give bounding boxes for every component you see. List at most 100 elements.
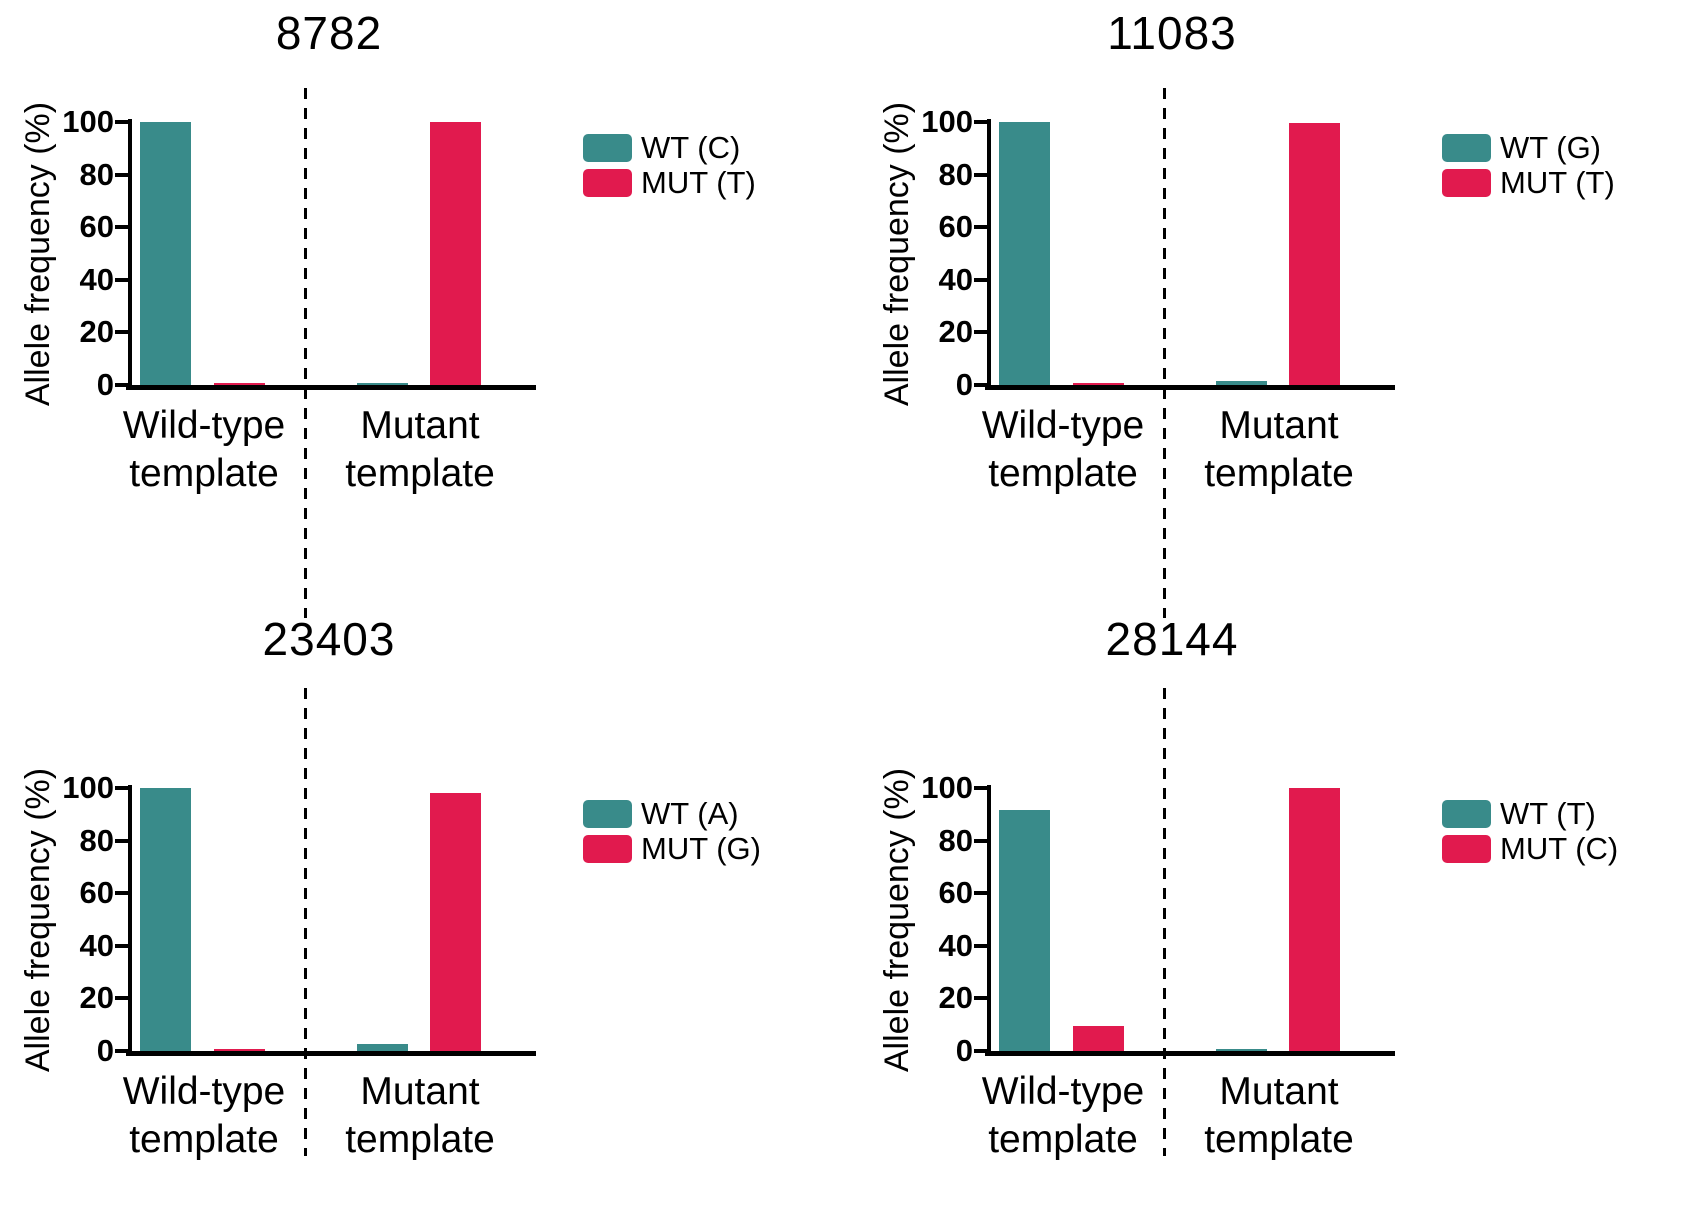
bar-mut-wildtype-template bbox=[214, 383, 265, 385]
legend-label: MUT (T) bbox=[641, 164, 756, 200]
x-category-label-line: Mutant bbox=[360, 404, 480, 447]
bar-wt-mutant-template bbox=[1216, 1049, 1267, 1051]
bar-wt-wildtype-template bbox=[999, 810, 1050, 1051]
y-tick-mark bbox=[115, 996, 128, 1001]
mut-legend-swatch bbox=[1442, 834, 1491, 863]
y-tick-mark bbox=[115, 120, 128, 124]
y-tick-label: 60 bbox=[938, 875, 973, 911]
y-tick-label: 0 bbox=[96, 1033, 114, 1068]
x-category-label: Wild-type template bbox=[54, 402, 354, 498]
x-category-label-line: Mutant bbox=[360, 1070, 480, 1113]
chart-title: 11083 bbox=[1107, 7, 1237, 59]
bar-wt-mutant-template bbox=[357, 1043, 408, 1051]
x-category-label: Wild-type template bbox=[913, 402, 1213, 498]
allele-frequency-chart-panel: 28144 Allele frequency (%) 0 20 40 60 80 100 … bbox=[843, 600, 1686, 1207]
allele-frequency-chart-panel: 11083 Allele frequency (%) 0 20 40 60 80 100 … bbox=[843, 0, 1686, 618]
group-separator-dashed-line bbox=[304, 688, 307, 1156]
group-separator-dashed-line bbox=[1163, 688, 1166, 1156]
wt-legend-swatch bbox=[583, 799, 632, 828]
legend-label: MUT (G) bbox=[641, 830, 761, 866]
x-category-label-line: template bbox=[129, 1118, 279, 1161]
x-category-label: Wild-type template bbox=[54, 1068, 354, 1164]
x-category-label: Mutant template bbox=[270, 1068, 570, 1164]
y-tick-label: 100 bbox=[62, 770, 114, 805]
chart-title: 28144 bbox=[1105, 613, 1239, 665]
legend: WT (T) MUT (C) bbox=[1442, 796, 1618, 866]
legend-entry: MUT (G) bbox=[583, 831, 761, 866]
y-tick-mark bbox=[115, 172, 128, 177]
legend-entry: WT (G) bbox=[1442, 130, 1615, 165]
y-tick-mark bbox=[115, 383, 128, 387]
y-tick-mark bbox=[974, 225, 987, 230]
y-tick-mark bbox=[974, 996, 987, 1001]
x-category-label: Mutant template bbox=[1129, 402, 1429, 498]
y-tick-mark bbox=[974, 943, 987, 948]
x-category-label-line: template bbox=[345, 452, 495, 495]
allele-frequency-chart-panel: 8782 Allele frequency (%) 0 20 40 60 80 100 W… bbox=[0, 0, 843, 618]
y-tick-mark bbox=[974, 786, 987, 790]
mut-legend-swatch bbox=[583, 168, 632, 197]
legend-label: MUT (C) bbox=[1500, 830, 1619, 866]
wt-legend-swatch bbox=[1442, 799, 1491, 828]
x-category-label-line: Wild-type bbox=[122, 404, 286, 447]
y-tick-mark bbox=[115, 786, 128, 790]
bar-mut-mutant-template bbox=[1289, 123, 1340, 385]
y-tick-mark bbox=[115, 891, 128, 896]
y-tick-label: 0 bbox=[955, 1033, 973, 1068]
y-tick-label: 80 bbox=[79, 822, 114, 858]
y-tick-label: 60 bbox=[79, 875, 114, 911]
x-category-label: Mutant template bbox=[1129, 1068, 1429, 1164]
x-category-label-line: template bbox=[988, 452, 1138, 495]
bar-mut-wildtype-template bbox=[214, 1049, 265, 1051]
y-tick-label: 100 bbox=[62, 104, 114, 139]
y-tick-mark bbox=[974, 172, 987, 177]
y-tick-label: 80 bbox=[79, 156, 114, 192]
y-tick-label: 0 bbox=[96, 367, 114, 402]
x-axis-line bbox=[126, 385, 536, 390]
bar-wt-wildtype-template bbox=[140, 122, 191, 385]
bar-wt-mutant-template bbox=[1216, 381, 1267, 385]
x-category-label: Wild-type template bbox=[913, 1068, 1213, 1164]
y-tick-label: 40 bbox=[79, 261, 114, 297]
legend-label: WT (A) bbox=[641, 795, 739, 831]
x-category-label-line: Mutant bbox=[1219, 1070, 1339, 1113]
x-axis-line bbox=[126, 1051, 536, 1056]
y-tick-mark bbox=[115, 225, 128, 230]
y-tick-mark bbox=[974, 277, 987, 282]
x-axis-line bbox=[985, 1051, 1395, 1056]
bar-wt-wildtype-template bbox=[140, 788, 191, 1051]
chart-title: 23403 bbox=[262, 613, 396, 665]
x-category-label: Mutant template bbox=[270, 402, 570, 498]
y-tick-mark bbox=[974, 383, 987, 387]
bar-mut-wildtype-template bbox=[1073, 383, 1124, 385]
mut-legend-swatch bbox=[583, 834, 632, 863]
legend-label: WT (G) bbox=[1500, 129, 1602, 165]
group-separator-dashed-line bbox=[304, 88, 307, 618]
y-tick-mark bbox=[115, 330, 128, 335]
y-tick-label: 100 bbox=[921, 770, 973, 805]
legend: WT (A) MUT (G) bbox=[583, 796, 761, 866]
y-tick-mark bbox=[974, 838, 987, 843]
legend-entry: WT (A) bbox=[583, 796, 761, 831]
legend-label: MUT (T) bbox=[1500, 164, 1615, 200]
y-tick-label: 80 bbox=[938, 156, 973, 192]
y-tick-label: 100 bbox=[921, 104, 973, 139]
plot-area: Allele frequency (%) 0 20 40 60 80 100 Wild-t… bbox=[859, 688, 1686, 1161]
legend-entry: WT (C) bbox=[583, 130, 756, 165]
bar-wt-mutant-template bbox=[357, 383, 408, 385]
x-category-label-line: Wild-type bbox=[981, 1070, 1145, 1113]
allele-frequency-chart-panel: 23403 Allele frequency (%) 0 20 40 60 80 100 … bbox=[0, 600, 843, 1207]
bar-mut-mutant-template bbox=[430, 122, 481, 385]
y-tick-mark bbox=[115, 838, 128, 843]
legend-entry: WT (T) bbox=[1442, 796, 1618, 831]
x-category-label-line: Wild-type bbox=[981, 404, 1145, 447]
legend-entry: MUT (C) bbox=[1442, 831, 1618, 866]
mut-legend-swatch bbox=[1442, 168, 1491, 197]
plot-area: Allele frequency (%) 0 20 40 60 80 100 Wild-t… bbox=[0, 688, 843, 1161]
y-tick-label: 20 bbox=[79, 314, 114, 350]
y-tick-label: 40 bbox=[938, 927, 973, 963]
y-tick-label: 20 bbox=[79, 980, 114, 1016]
y-axis-line bbox=[128, 785, 132, 1053]
y-tick-mark bbox=[974, 891, 987, 896]
